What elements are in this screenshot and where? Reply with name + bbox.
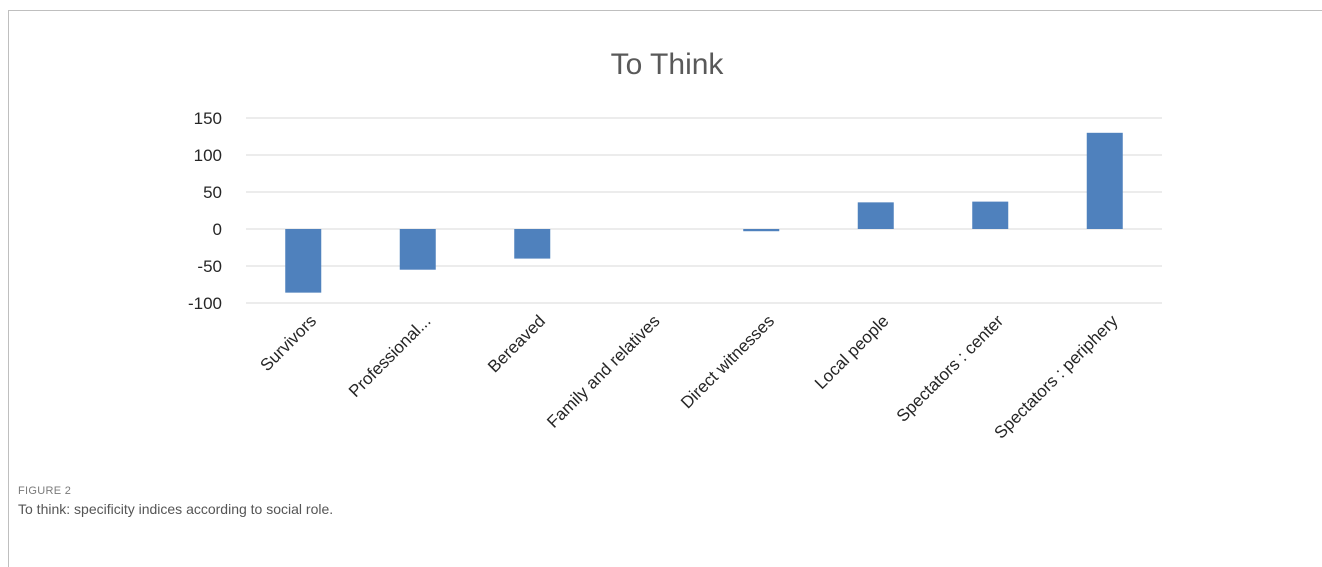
- bar-chart: To Think -100 -50 0 50 100 150 Survivors Profe…: [188, 48, 1162, 442]
- bar-6: [972, 201, 1009, 229]
- bar-4: [743, 229, 780, 232]
- figure-caption: To think: specificity indices according …: [18, 501, 334, 517]
- x-tick-label: Direct witnesses: [677, 311, 778, 412]
- x-tick-label: Spectators : center: [893, 311, 1008, 426]
- x-tick-label: Bereaved: [484, 311, 549, 376]
- y-tick-label: 0: [213, 220, 222, 239]
- bar-7: [1086, 132, 1123, 229]
- y-axis-ticks: -100 -50 0 50 100 150: [188, 109, 222, 313]
- bar-1: [399, 229, 436, 270]
- bar-2: [514, 229, 551, 259]
- bars: [285, 132, 1123, 293]
- x-tick-label: Professional...: [345, 311, 435, 401]
- x-tick-label: Family and relatives: [543, 311, 663, 431]
- figure-label: FIGURE 2: [18, 485, 72, 497]
- x-tick-label: Local people: [811, 311, 893, 393]
- x-tick-label: Spectators : periphery: [991, 311, 1122, 442]
- x-tick-label: Survivors: [257, 311, 321, 375]
- bar-0: [285, 229, 322, 293]
- gridlines: [246, 117, 1162, 304]
- y-tick-label: 150: [194, 109, 222, 128]
- y-tick-label: -100: [188, 294, 222, 313]
- y-tick-label: 100: [194, 146, 222, 165]
- y-tick-label: -50: [197, 257, 222, 276]
- y-tick-label: 50: [203, 183, 222, 202]
- figure-frame-top: [8, 10, 1322, 11]
- figure-frame-left: [8, 10, 9, 567]
- chart-title: To Think: [611, 48, 725, 81]
- bar-5: [857, 202, 894, 229]
